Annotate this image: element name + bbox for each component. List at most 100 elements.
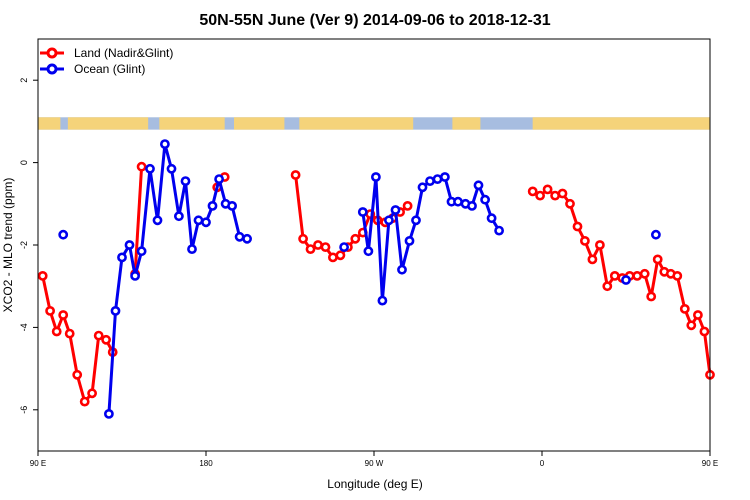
y-axis-label: XCO2 - MLO trend (ppm) xyxy=(1,178,15,313)
series-ocean-point xyxy=(193,215,204,226)
series-land-point xyxy=(595,240,605,250)
series-land-point xyxy=(609,270,620,281)
series-land-point xyxy=(350,233,361,244)
series-land-point xyxy=(320,242,331,252)
series-ocean xyxy=(58,139,661,419)
series-ocean-point xyxy=(417,182,428,193)
series-ocean-point xyxy=(651,229,661,240)
legend-land-marker xyxy=(46,47,58,59)
series-land-point xyxy=(79,396,90,407)
series-ocean-point xyxy=(486,213,497,224)
series-ocean-point xyxy=(130,270,140,281)
series-land-point xyxy=(58,310,69,320)
series-land-point xyxy=(686,320,697,331)
series-land-point xyxy=(335,250,346,261)
plot-frame xyxy=(37,38,711,452)
series-ocean-point xyxy=(173,211,184,222)
series-ocean-point xyxy=(480,194,490,205)
series-ocean-point xyxy=(227,200,237,211)
land-ocean-strip xyxy=(38,117,710,130)
series-land-point xyxy=(298,233,308,244)
series-land-point xyxy=(45,305,55,316)
series-land-point xyxy=(580,235,590,246)
series-ocean-point xyxy=(145,163,155,174)
series-ocean-point xyxy=(453,196,463,207)
series-land-point xyxy=(557,188,568,199)
series-ocean-point xyxy=(242,233,252,244)
series-land-point xyxy=(679,303,690,314)
series-ocean-line xyxy=(361,175,501,303)
y-tick-label: -4 xyxy=(19,323,29,331)
series-ocean-point xyxy=(187,244,197,254)
series-ocean-point xyxy=(136,246,147,257)
series-land-point xyxy=(652,254,663,265)
series-land-point xyxy=(672,270,683,281)
series-land-point xyxy=(542,184,553,195)
series-ocean-point xyxy=(58,229,69,240)
series-ocean-point xyxy=(152,215,163,226)
series-land-point xyxy=(37,270,48,281)
series-ocean-point xyxy=(180,176,191,186)
y-tick-label: -2 xyxy=(19,241,29,249)
series-land-point xyxy=(64,328,75,339)
y-tick-label: -6 xyxy=(19,406,29,414)
series-land-point xyxy=(639,268,650,279)
series-land-point xyxy=(87,388,97,399)
series-layer xyxy=(37,139,715,419)
legend: Land (Nadir&Glint) Ocean (Glint) xyxy=(40,46,173,76)
strip-land xyxy=(299,117,414,130)
strip-land xyxy=(452,117,481,130)
series-land-point xyxy=(572,221,583,232)
series-land-point xyxy=(527,186,538,197)
series-land-line xyxy=(133,166,144,274)
series-land-point xyxy=(51,326,62,337)
series-ocean-point xyxy=(207,200,218,211)
series-ocean-point xyxy=(124,240,135,250)
series-ocean-point xyxy=(404,235,415,246)
series-ocean-point xyxy=(377,295,388,306)
series-land-point xyxy=(93,330,104,341)
series-ocean-point xyxy=(214,174,224,184)
series-ocean-point xyxy=(390,205,401,215)
series-land-point xyxy=(646,291,657,302)
series-ocean-point xyxy=(166,163,177,174)
series-land-point xyxy=(693,310,703,320)
series-ocean-point xyxy=(473,180,484,191)
strip-land xyxy=(67,117,149,130)
legend-ocean-marker xyxy=(46,63,58,75)
series-land-point xyxy=(587,254,598,265)
series-ocean-point xyxy=(383,215,394,226)
strip-land xyxy=(38,117,61,130)
series-land-point xyxy=(535,190,545,201)
series-land-point xyxy=(72,369,83,380)
series-ocean-point xyxy=(201,217,211,228)
series-ocean-point xyxy=(621,275,631,285)
series-land-point xyxy=(290,170,301,180)
y-tick-label: 0 xyxy=(19,160,29,165)
series-ocean-point xyxy=(467,200,477,211)
x-tick-label: 180 xyxy=(199,459,213,468)
series-land-point xyxy=(136,161,147,172)
strip-land xyxy=(234,117,285,130)
series-land-point xyxy=(565,198,575,209)
series-ocean-point xyxy=(425,176,435,186)
series-ocean-point xyxy=(439,172,450,182)
series-ocean-line xyxy=(107,142,248,414)
series-ocean-point xyxy=(363,246,374,257)
series-land-point xyxy=(602,281,613,292)
x-tick-label: 90 E xyxy=(30,459,46,468)
series-land-point xyxy=(101,334,111,345)
series-land-point xyxy=(327,252,338,263)
series-land-point xyxy=(699,326,710,337)
y-tick-label: 2 xyxy=(19,78,29,83)
chart-title: 50N-55N June (Ver 9) 2014-09-06 to 2018-… xyxy=(199,12,550,29)
series-ocean-point xyxy=(234,231,245,242)
series-ocean-point xyxy=(104,408,114,419)
series-ocean-point xyxy=(494,225,504,236)
series-land-point xyxy=(313,240,323,250)
legend-land-label: Land (Nadir&Glint) xyxy=(74,46,173,60)
x-tick-label: 90 E xyxy=(702,459,718,468)
series-ocean-point xyxy=(117,252,127,263)
series-land-point xyxy=(402,200,413,211)
